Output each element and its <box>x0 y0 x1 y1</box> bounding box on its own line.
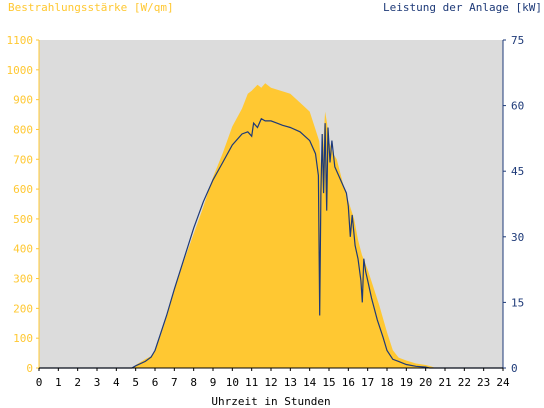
x-tick-label: 13 <box>284 376 297 389</box>
left-tick-label: 800 <box>13 123 33 136</box>
x-tick-label: 23 <box>477 376 490 389</box>
right-tick-label: 45 <box>511 165 524 178</box>
left-tick-label: 500 <box>13 213 33 226</box>
right-axis-title: Leistung der Anlage [kW] <box>383 1 542 14</box>
x-tick-label: 15 <box>322 376 335 389</box>
right-tick-label: 75 <box>511 34 524 47</box>
x-tick-label: 24 <box>496 376 510 389</box>
x-tick-label: 7 <box>171 376 178 389</box>
x-tick-label: 2 <box>74 376 81 389</box>
left-tick-label: 1100 <box>7 34 34 47</box>
x-tick-label: 19 <box>400 376 413 389</box>
x-tick-label: 20 <box>419 376 432 389</box>
left-tick-label: 100 <box>13 332 33 345</box>
right-tick-label: 30 <box>511 231 524 244</box>
series-layer <box>39 83 503 369</box>
left-tick-label: 700 <box>13 153 33 166</box>
left-tick-label: 300 <box>13 273 33 286</box>
left-tick-label: 600 <box>13 183 33 196</box>
right-tick-label: 0 <box>511 362 518 375</box>
x-tick-label: 9 <box>210 376 217 389</box>
left-axis-title: Bestrahlungsstärke [W/qm] <box>8 1 174 14</box>
x-tick-label: 14 <box>303 376 317 389</box>
series-1-line <box>39 117 503 369</box>
x-tick-label: 0 <box>36 376 43 389</box>
series-0-area <box>39 83 503 368</box>
x-tick-label: 16 <box>342 376 355 389</box>
left-tick-label: 900 <box>13 94 33 107</box>
x-tick-label: 17 <box>361 376 374 389</box>
left-tick-label: 200 <box>13 302 33 315</box>
x-tick-label: 6 <box>152 376 159 389</box>
x-axis-label: Uhrzeit in Stunden <box>211 395 330 408</box>
axes-layer: 0100200300400500600700800900100011000153… <box>7 34 525 389</box>
x-tick-label: 3 <box>94 376 101 389</box>
x-tick-label: 21 <box>438 376 451 389</box>
x-tick-label: 18 <box>380 376 393 389</box>
left-tick-label: 1000 <box>7 64 34 77</box>
x-tick-label: 1 <box>55 376 62 389</box>
x-tick-label: 22 <box>458 376 471 389</box>
left-tick-label: 0 <box>26 362 33 375</box>
x-tick-label: 10 <box>226 376 239 389</box>
x-tick-label: 8 <box>190 376 197 389</box>
x-tick-label: 4 <box>113 376 120 389</box>
x-tick-label: 12 <box>264 376 277 389</box>
x-tick-label: 5 <box>132 376 139 389</box>
x-tick-label: 11 <box>245 376 258 389</box>
right-tick-label: 60 <box>511 100 524 113</box>
right-tick-label: 15 <box>511 296 524 309</box>
left-tick-label: 400 <box>13 243 33 256</box>
